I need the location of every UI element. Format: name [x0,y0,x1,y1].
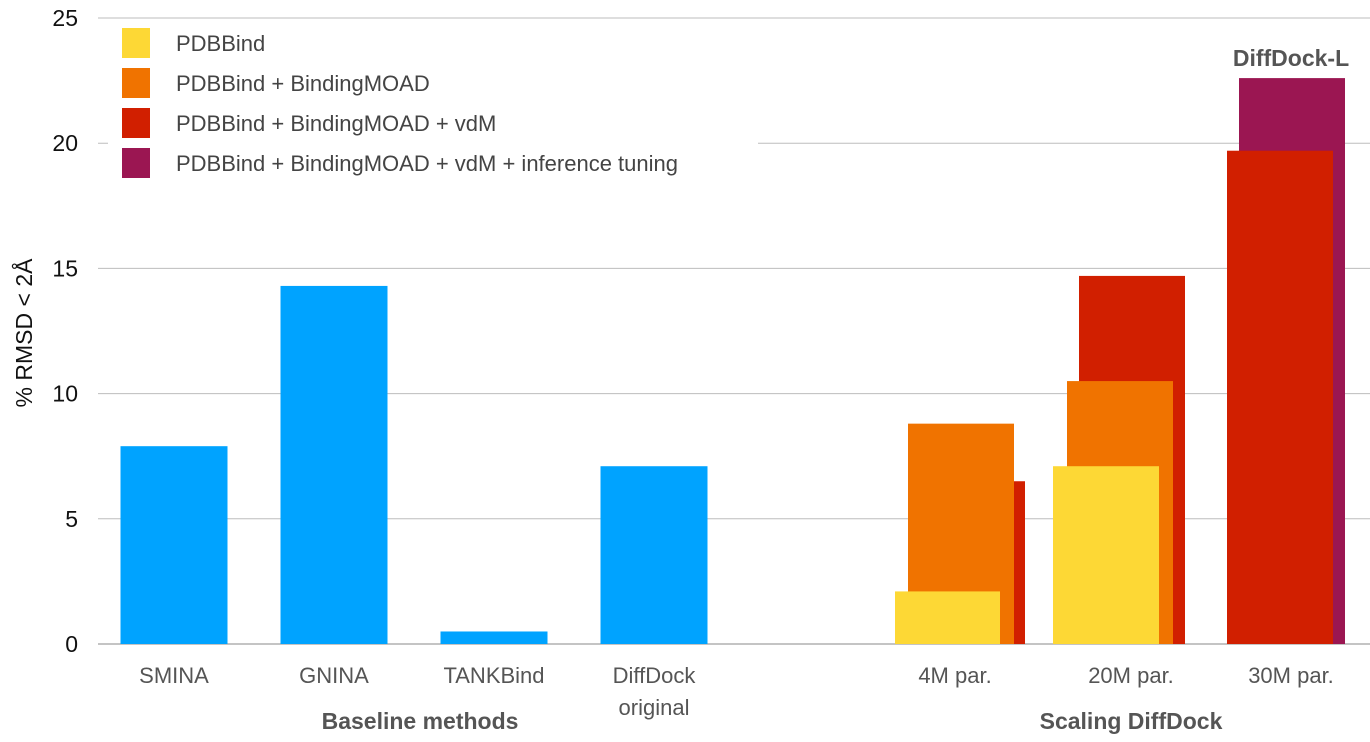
legend-label: PDBBind [176,31,265,56]
y-tick-label: 5 [65,506,78,532]
y-axis-label: % RMSD < 2Å [10,258,37,408]
bar-30m-par--pdbbind-bindingmoad-vdm [1227,150,1333,644]
x-tick-label: DiffDock [613,663,697,688]
legend: PDBBind PDBBind + BindingMOAD PDBBind + Bi… [108,22,758,190]
group-label: Baseline methods [322,708,519,734]
bar-diffdock-original [600,466,708,644]
y-axis-ticks: 0 5 10 15 20 25 [52,5,78,657]
group-labels: Baseline methods Scaling DiffDock [322,708,1223,734]
y-tick-label: 25 [52,5,78,31]
x-tick-label: 4M par. [918,663,991,688]
x-tick-label: GNINA [299,663,369,688]
group-label: Scaling DiffDock [1040,708,1223,734]
y-tick-label: 10 [52,381,78,407]
x-tick-label: original [619,695,690,720]
legend-swatch [122,28,150,58]
annotations: DiffDock-L [1233,45,1349,71]
x-tick-label: 20M par. [1088,663,1174,688]
x-tick-label: 30M par. [1248,663,1334,688]
legend-label: PDBBind + BindingMOAD + vdM [176,111,496,136]
bar-gnina [280,285,388,644]
legend-swatch [122,68,150,98]
legend-swatch [122,108,150,138]
y-tick-label: 0 [65,631,78,657]
legend-swatch [122,148,150,178]
annotation-label: DiffDock-L [1233,45,1349,71]
bar-smina [120,446,228,644]
legend-background [108,22,758,190]
x-tick-label: SMINA [139,663,209,688]
y-tick-label: 15 [52,255,78,281]
bars [120,78,1345,644]
x-tick-label: TANKBind [443,663,544,688]
bar-tankbind [440,631,548,644]
bar-20m-par--pdbbind [1053,466,1159,644]
legend-label: PDBBind + BindingMOAD [176,71,430,96]
legend-label: PDBBind + BindingMOAD + vdM + inference … [176,151,678,176]
x-axis-labels: SMINA GNINA TANKBind DiffDock original 4M par… [139,663,1334,720]
y-tick-label: 20 [52,130,78,156]
bar-4m-par--pdbbind [895,591,1000,644]
